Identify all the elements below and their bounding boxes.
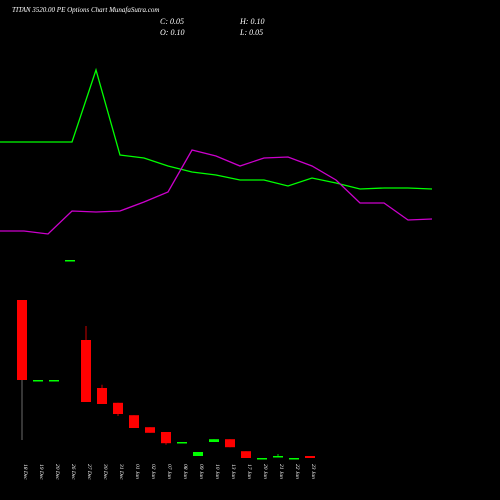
candle-body [289,458,299,460]
candle-body [209,439,219,442]
candle-body [33,380,43,382]
indicator-line [0,149,433,235]
candle-body [257,458,267,460]
low-label: L: 0.05 [239,28,263,37]
candle-body [97,388,107,404]
x-tick-label: 23 Jan [310,464,316,479]
x-tick-label: 01 Jan [134,464,140,479]
x-tick-label: 08 Jan [182,464,188,479]
open-label: O: 0.10 [160,28,184,37]
candle-body [145,427,155,433]
x-tick-label: 27 Dec [86,464,92,480]
x-tick-label: 31 Dec [118,463,124,480]
indicator-line [0,67,433,190]
x-tick-label: 22 Jan [294,464,300,479]
x-tick-label: 20 Dec [54,464,60,480]
high-label: H: 0.10 [239,17,264,26]
candle-body [49,380,59,382]
x-tick-label: 19 Dec [38,464,44,480]
chart-title: TITAN 3520.00 PE Options Chart MunafaSut… [12,6,159,14]
candle-body [81,340,91,402]
candle-body [65,260,75,262]
candle-body [113,402,123,414]
x-tick-label: 20 Jan [262,464,268,479]
x-tick-label: 18 Dec [22,464,28,480]
x-tick-label: 21 Jan [278,464,284,479]
candle-body [273,456,283,458]
x-tick-label: 30 Dec [102,463,108,480]
x-tick-label: 17 Jan [246,464,252,479]
candle-body [225,439,235,448]
candle-body [161,432,171,444]
x-tick-label: 10 Jan [214,464,220,479]
candle-body [177,442,187,444]
candle-body [305,456,315,458]
candle-body [193,452,203,456]
x-tick-label: 02 Jan [150,464,156,479]
close-label: C: 0.05 [160,17,184,26]
x-tick-label: 13 Jan [230,464,236,479]
x-tick-label: 09 Jan [198,464,204,479]
candle-body [129,415,139,428]
x-tick-label: 07 Jan [166,464,172,479]
candle-body [17,300,27,380]
candle-body [241,451,251,458]
x-tick-label: 26 Dec [70,464,76,480]
